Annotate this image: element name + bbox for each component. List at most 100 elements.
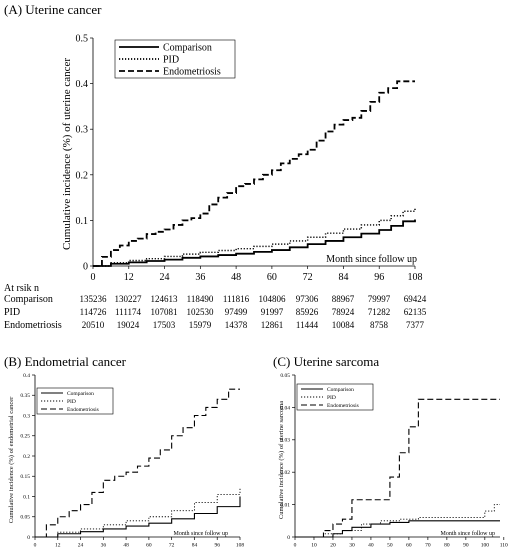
pb-x-tick-label: 0 — [34, 543, 37, 549]
risk-cell: 124613 — [151, 294, 179, 304]
risk-cell: 15979 — [189, 320, 212, 330]
risk-cell: 107081 — [151, 307, 178, 317]
risk-cell: 97306 — [296, 294, 319, 304]
panel-a-title: (A) Uterine cancer — [4, 2, 102, 17]
pc-legend-label: PID — [327, 395, 336, 401]
risk-cell: 104806 — [259, 294, 287, 304]
risk-cell: 111816 — [223, 294, 250, 304]
pb-legend-label: Endometriosis — [67, 407, 99, 413]
pb-x-tick-label: 60 — [146, 543, 152, 549]
pb-x-tick-label: 24 — [78, 543, 84, 549]
pa-legend-label: Endometriosis — [163, 67, 221, 78]
risk-cell: 20510 — [82, 320, 105, 330]
pa-x-tick-label: 72 — [303, 272, 313, 283]
pc-x-tick-label: 10 — [311, 543, 317, 549]
pa-x-tick-label: 0 — [91, 272, 96, 283]
risk-cell: 102530 — [187, 307, 215, 317]
pc-y-tick-label: 0.04 — [280, 405, 290, 411]
pb-x-tick-label: 72 — [169, 543, 175, 549]
pb-x-tick-label: 84 — [192, 543, 198, 549]
pa-x-tick-label: 108 — [408, 272, 423, 283]
pb-x-tick-label: 48 — [123, 543, 129, 549]
pa-x-tick-label: 60 — [267, 272, 277, 283]
pb-x-tick-label: 96 — [214, 543, 220, 549]
panel-c-series — [295, 398, 500, 538]
panel-b: (B) Endometrial cancer Cumulative incide… — [4, 354, 244, 549]
pc-x-tick-label: 30 — [349, 543, 355, 549]
pa-x-tick-label: 48 — [231, 272, 241, 283]
pb-x-tick-label: 108 — [236, 543, 245, 549]
risk-cell: 62135 — [404, 307, 427, 317]
panel-b-xlabel: Month since follow up — [174, 530, 229, 537]
risk-cell: 19024 — [117, 320, 140, 330]
pa-series-pid — [93, 207, 416, 267]
risk-cell: 88967 — [332, 294, 355, 304]
pa-x-tick-label: 84 — [338, 272, 348, 283]
pa-y-tick-label: 0.3 — [76, 125, 89, 136]
pc-x-tick-label: 50 — [387, 543, 393, 549]
pb-y-tick-label: 0.25 — [20, 434, 30, 440]
risk-cell: 17503 — [153, 320, 176, 330]
pa-y-tick-label: 0 — [83, 262, 88, 273]
pa-x-tick-label: 24 — [160, 272, 170, 283]
risk-table-title: At rsik n — [4, 283, 39, 294]
pb-y-tick-label: 0.2 — [23, 454, 30, 460]
pb-y-tick-label: 0.15 — [20, 474, 30, 480]
pc-x-tick-label: 110 — [500, 543, 508, 549]
pa-y-tick-label: 0.2 — [76, 170, 89, 181]
risk-cell: 118490 — [187, 294, 214, 304]
panel-c-axes: 0 10 20 30 40 50 60 70 80 90 100 110 0 0.01 0.02 0.03 0.… — [280, 373, 508, 549]
risk-cell: 97499 — [225, 307, 248, 317]
pc-x-tick-label: 60 — [406, 543, 412, 549]
risk-cell: 11444 — [296, 320, 319, 330]
panel-b-legend: Comparison PID Endometriosis — [36, 387, 114, 415]
pb-series-endometriosis — [35, 388, 240, 538]
pc-x-tick-label: 90 — [463, 543, 469, 549]
panel-c: (C) Uterine sarcoma Cumulative incidence… — [273, 354, 508, 549]
pa-y-tick-label: 0.4 — [76, 79, 89, 90]
risk-cell: 79997 — [368, 294, 391, 304]
risk-cell: 135236 — [80, 294, 108, 304]
pa-x-tick-label: 12 — [124, 272, 134, 283]
pc-legend-label: Endometriosis — [327, 403, 359, 409]
pc-y-tick-label: 0.05 — [280, 373, 290, 379]
pc-y-tick-label: 0.01 — [280, 503, 290, 509]
panel-c-ylabel: Cumulative incidence (%) of uterine sarc… — [278, 401, 285, 519]
panel-b-ylabel: Cumulative incidence (%) of endometrial … — [8, 396, 15, 523]
pb-y-tick-label: 0 — [27, 535, 30, 541]
pb-x-tick-label: 36 — [101, 543, 107, 549]
risk-cell: 85926 — [296, 307, 319, 317]
panel-c-xlabel: Month since follow up — [441, 530, 496, 537]
panel-b-axes: 0 12 24 36 48 60 72 84 96 108 0 0.05 0.1 0.15 0.2 0.25 0… — [20, 373, 244, 549]
pa-series-comparison — [93, 219, 416, 267]
pc-y-tick-label: 0 — [287, 535, 290, 541]
pb-y-tick-label: 0.35 — [20, 393, 30, 399]
pa-x-tick-label: 96 — [374, 272, 384, 283]
risk-cell: 8758 — [370, 320, 389, 330]
risk-cell: 14378 — [225, 320, 248, 330]
risk-cell: 71282 — [368, 307, 391, 317]
risk-cell: 7377 — [406, 320, 425, 330]
panel-a-axes: 0 12 24 36 48 60 72 84 96 108 0 0.1 0.2 0.3 0.4 0.5 — [76, 34, 423, 284]
pc-x-tick-label: 40 — [368, 543, 374, 549]
risk-cell: 78924 — [332, 307, 355, 317]
pc-x-tick-label: 0 — [294, 543, 297, 549]
risk-cell: 111174 — [115, 307, 141, 317]
pa-legend-label: Comparison — [163, 43, 212, 54]
pc-x-tick-label: 100 — [481, 543, 490, 549]
pc-x-tick-label: 20 — [330, 543, 336, 549]
pc-y-tick-label: 0.03 — [280, 438, 290, 444]
pc-y-tick-label: 0.02 — [280, 470, 290, 476]
pc-series-endometriosis — [295, 398, 500, 538]
pb-series-comparison — [35, 496, 241, 538]
pb-y-tick-label: 0.05 — [20, 515, 30, 521]
pc-legend-box — [296, 383, 374, 411]
pb-series-pid — [35, 488, 241, 538]
risk-cell: 69424 — [404, 294, 427, 304]
panel-c-legend: Comparison PID Endometriosis — [296, 383, 374, 411]
pa-legend-label: PID — [163, 55, 179, 66]
risk-cell: 10084 — [332, 320, 355, 330]
pc-series-pid — [295, 504, 500, 538]
